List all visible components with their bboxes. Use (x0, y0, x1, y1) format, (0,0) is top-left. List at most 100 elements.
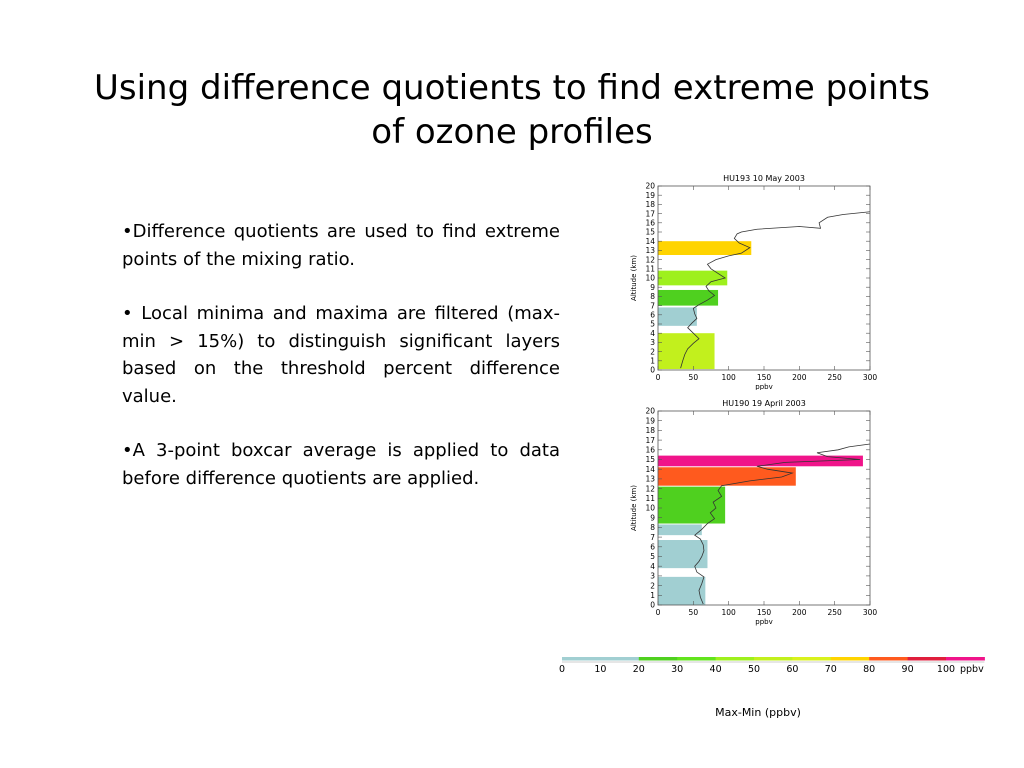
x-tick-label: 250 (828, 608, 843, 617)
scale-caption: Max-Min (ppbv) (715, 706, 801, 719)
scale-band (946, 657, 985, 661)
scale-tick-label: 70 (825, 664, 837, 675)
scale-tick-label: 60 (786, 664, 798, 675)
y-tick-label: 18 (645, 200, 655, 209)
y-tick-label: 13 (645, 246, 655, 255)
scale-tick-label: 80 (863, 664, 875, 675)
y-tick-label: 20 (645, 407, 655, 416)
layer-bar (658, 486, 726, 524)
ozone-profile-chart-hu193: HU193 10 May 200301234567891011121314151… (630, 174, 878, 390)
y-tick-label: 2 (650, 581, 655, 590)
title-line-2: of ozone profiles (371, 112, 653, 152)
scale-tick-label: 100 (937, 664, 955, 675)
slide-title: Using difference quotients to find extre… (40, 66, 984, 154)
y-tick-label: 8 (650, 523, 655, 532)
layer-bar (658, 467, 796, 486)
y-tick-label: 1 (650, 591, 655, 600)
scale-tick-label: 10 (594, 664, 606, 675)
ozone-profile-line (680, 211, 871, 369)
x-tick-label: 50 (689, 373, 699, 382)
bullet-marker: • (122, 221, 133, 242)
y-tick-label: 11 (645, 265, 655, 274)
y-tick-label: 3 (650, 338, 655, 347)
y-tick-label: 3 (650, 572, 655, 581)
y-tick-label: 7 (650, 533, 655, 542)
bullet-list: •Difference quotients are used to find e… (122, 218, 560, 519)
scale-band (754, 657, 793, 661)
y-tick-label: 14 (645, 237, 655, 246)
y-tick-label: 17 (645, 209, 655, 218)
y-tick-label: 15 (645, 228, 655, 237)
layer-bar (658, 289, 719, 306)
x-tick-label: 300 (863, 608, 878, 617)
scale-unit-label: ppbv (960, 664, 984, 675)
bullet-item: •Difference quotients are used to find e… (122, 218, 560, 273)
x-tick-label: 150 (757, 373, 772, 382)
layer-bar (658, 540, 708, 569)
y-tick-label: 4 (650, 562, 655, 571)
scale-band (600, 657, 640, 661)
scale-band (869, 657, 909, 661)
chart-title: HU193 10 May 2003 (723, 174, 805, 183)
y-tick-label: 19 (645, 416, 655, 425)
bullet-marker: • (122, 303, 142, 324)
bullet-item: •A 3-point boxcar average is applied to … (122, 437, 560, 492)
scale-band (792, 657, 832, 661)
scale-tick-label: 30 (671, 664, 683, 675)
y-tick-label: 12 (645, 255, 655, 264)
x-axis-label: ppbv (755, 383, 772, 390)
chart-title: HU190 19 April 2003 (722, 399, 806, 408)
x-tick-label: 200 (792, 373, 807, 382)
y-tick-label: 16 (645, 219, 655, 228)
y-tick-label: 10 (645, 504, 655, 513)
x-tick-label: 100 (722, 608, 737, 617)
y-tick-label: 10 (645, 274, 655, 283)
y-tick-label: 0 (650, 601, 655, 610)
y-tick-label: 16 (645, 446, 655, 455)
y-tick-label: 14 (645, 465, 655, 474)
scale-tick-label: 0 (559, 664, 565, 675)
scale-band (638, 657, 678, 661)
x-axis-label: ppbv (755, 618, 772, 626)
scale-band (562, 657, 601, 661)
x-tick-label: 0 (656, 373, 661, 382)
scale-band (715, 657, 755, 661)
title-line-1: Using difference quotients to find extre… (94, 68, 930, 108)
y-tick-label: 18 (645, 426, 655, 435)
x-tick-label: 250 (828, 373, 843, 382)
y-tick-label: 17 (645, 436, 655, 445)
y-tick-label: 8 (650, 292, 655, 301)
bullet-text: Local minima and maxima are filtered (ma… (122, 303, 560, 407)
y-tick-label: 13 (645, 475, 655, 484)
layer-bar (658, 576, 706, 605)
y-tick-label: 4 (650, 329, 655, 338)
x-tick-label: 0 (656, 608, 661, 617)
y-tick-label: 20 (645, 182, 655, 191)
y-tick-label: 9 (650, 513, 655, 522)
ozone-profile-line (694, 443, 871, 605)
x-tick-label: 300 (863, 373, 878, 382)
scale-tick-label: 40 (710, 664, 722, 675)
layer-bar (658, 524, 702, 536)
y-axis-label: Altitude (km) (630, 255, 638, 301)
scale-tick-label: 90 (902, 664, 914, 675)
y-tick-label: 1 (650, 357, 655, 366)
scale-tick-label: 20 (633, 664, 645, 675)
y-tick-label: 19 (645, 191, 655, 200)
x-tick-label: 50 (689, 608, 699, 617)
scale-band (677, 657, 717, 661)
bullet-marker: • (122, 440, 133, 461)
bullet-text: Difference quotients are used to find ex… (122, 221, 560, 270)
y-tick-label: 11 (645, 494, 655, 503)
layer-bar (658, 455, 863, 467)
y-tick-label: 7 (650, 301, 655, 310)
ozone-profile-chart-hu190: HU190 19 April 2003012345678910111213141… (630, 399, 878, 626)
x-tick-label: 200 (792, 608, 807, 617)
layer-bar (658, 307, 697, 326)
max-min-color-scale: 0 10 20 30 40 50 60 70 80 90 100 ppbv Max-Min (ppbv) (559, 657, 985, 719)
y-tick-label: 5 (650, 552, 655, 561)
bullet-item: • Local minima and maxima are filtered (… (122, 300, 560, 410)
layer-bar (658, 270, 728, 286)
y-tick-label: 0 (650, 366, 655, 375)
scale-tick-label: 50 (748, 664, 760, 675)
